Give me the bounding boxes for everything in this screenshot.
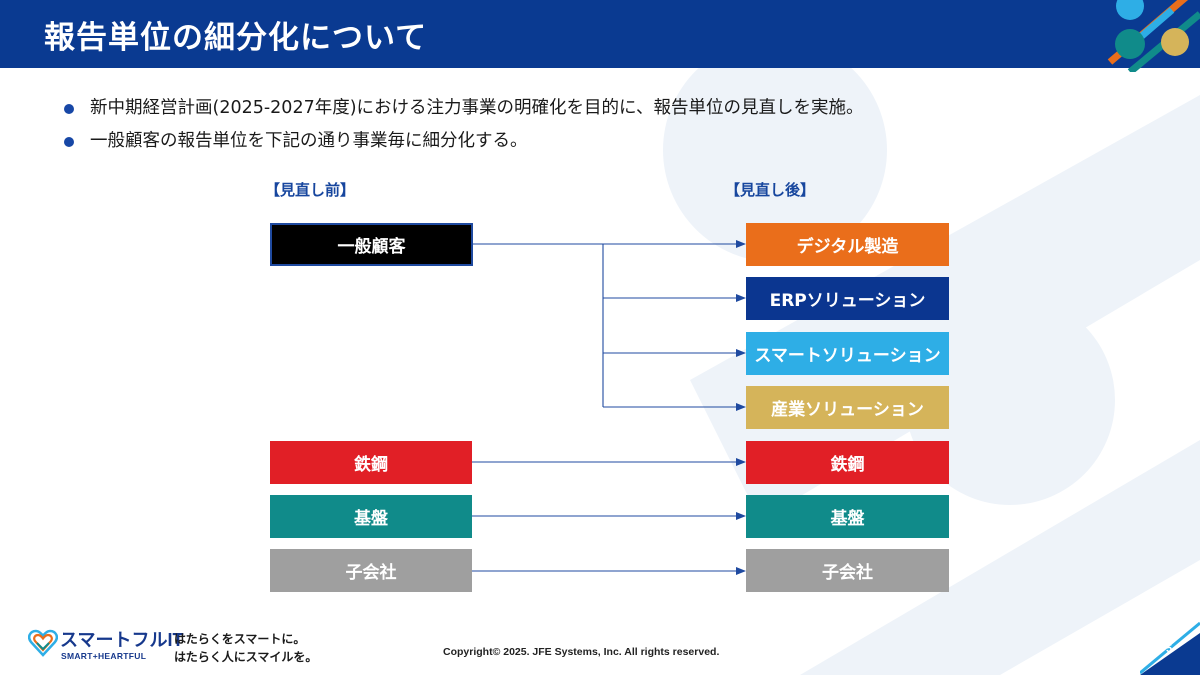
company-logo: スマートフルIT SMART+HEARTFUL xyxy=(28,626,183,666)
after-box-erp-solution: ERPソリューション xyxy=(746,277,949,320)
tagline: はたらくをスマートに。 はたらく人にスマイルを。 xyxy=(174,630,317,666)
bullet-item: 一般顧客の報告単位を下記の通り事業毎に細分化する。 xyxy=(62,125,864,158)
bullet-item: 新中期経営計画(2025-2027年度)における注力事業の明確化を目的に、報告単… xyxy=(62,92,864,125)
after-label: 【見直し後】 xyxy=(725,181,816,199)
header-decoration-icon xyxy=(1107,0,1200,72)
copyright-text: Copyright© 2025. JFE Systems, Inc. All r… xyxy=(443,646,720,658)
after-box-digital-manufacturing: デジタル製造 xyxy=(746,223,949,266)
heart-logo-icon xyxy=(28,629,58,657)
tagline-line-2: はたらく人にスマイルを。 xyxy=(174,650,318,664)
before-box-steel: 鉄鋼 xyxy=(270,441,472,484)
after-box-smart-solution: スマートソリューション xyxy=(746,332,949,375)
header-bar: 報告単位の細分化について xyxy=(0,0,1200,68)
before-box-general-customer: 一般顧客 xyxy=(270,223,473,266)
slide-title: 報告単位の細分化について xyxy=(44,20,428,56)
logo-main-text: スマートフルIT xyxy=(60,630,184,650)
after-box-subsidiary: 子会社 xyxy=(746,549,949,592)
after-box-steel: 鉄鋼 xyxy=(746,441,949,484)
page-number: 5 xyxy=(1165,643,1173,655)
bullet-list: 新中期経営計画(2025-2027年度)における注力事業の明確化を目的に、報告単… xyxy=(62,92,864,158)
page-number-badge xyxy=(1140,621,1200,675)
after-box-infrastructure: 基盤 xyxy=(746,495,949,538)
after-box-industrial-solution: 産業ソリューション xyxy=(746,386,949,429)
before-label: 【見直し前】 xyxy=(265,181,356,199)
before-box-infrastructure: 基盤 xyxy=(270,495,472,538)
tagline-line-1: はたらくをスマートに。 xyxy=(174,632,306,646)
before-box-subsidiary: 子会社 xyxy=(270,549,472,592)
logo-sub-text: SMART+HEARTFUL xyxy=(61,651,147,661)
